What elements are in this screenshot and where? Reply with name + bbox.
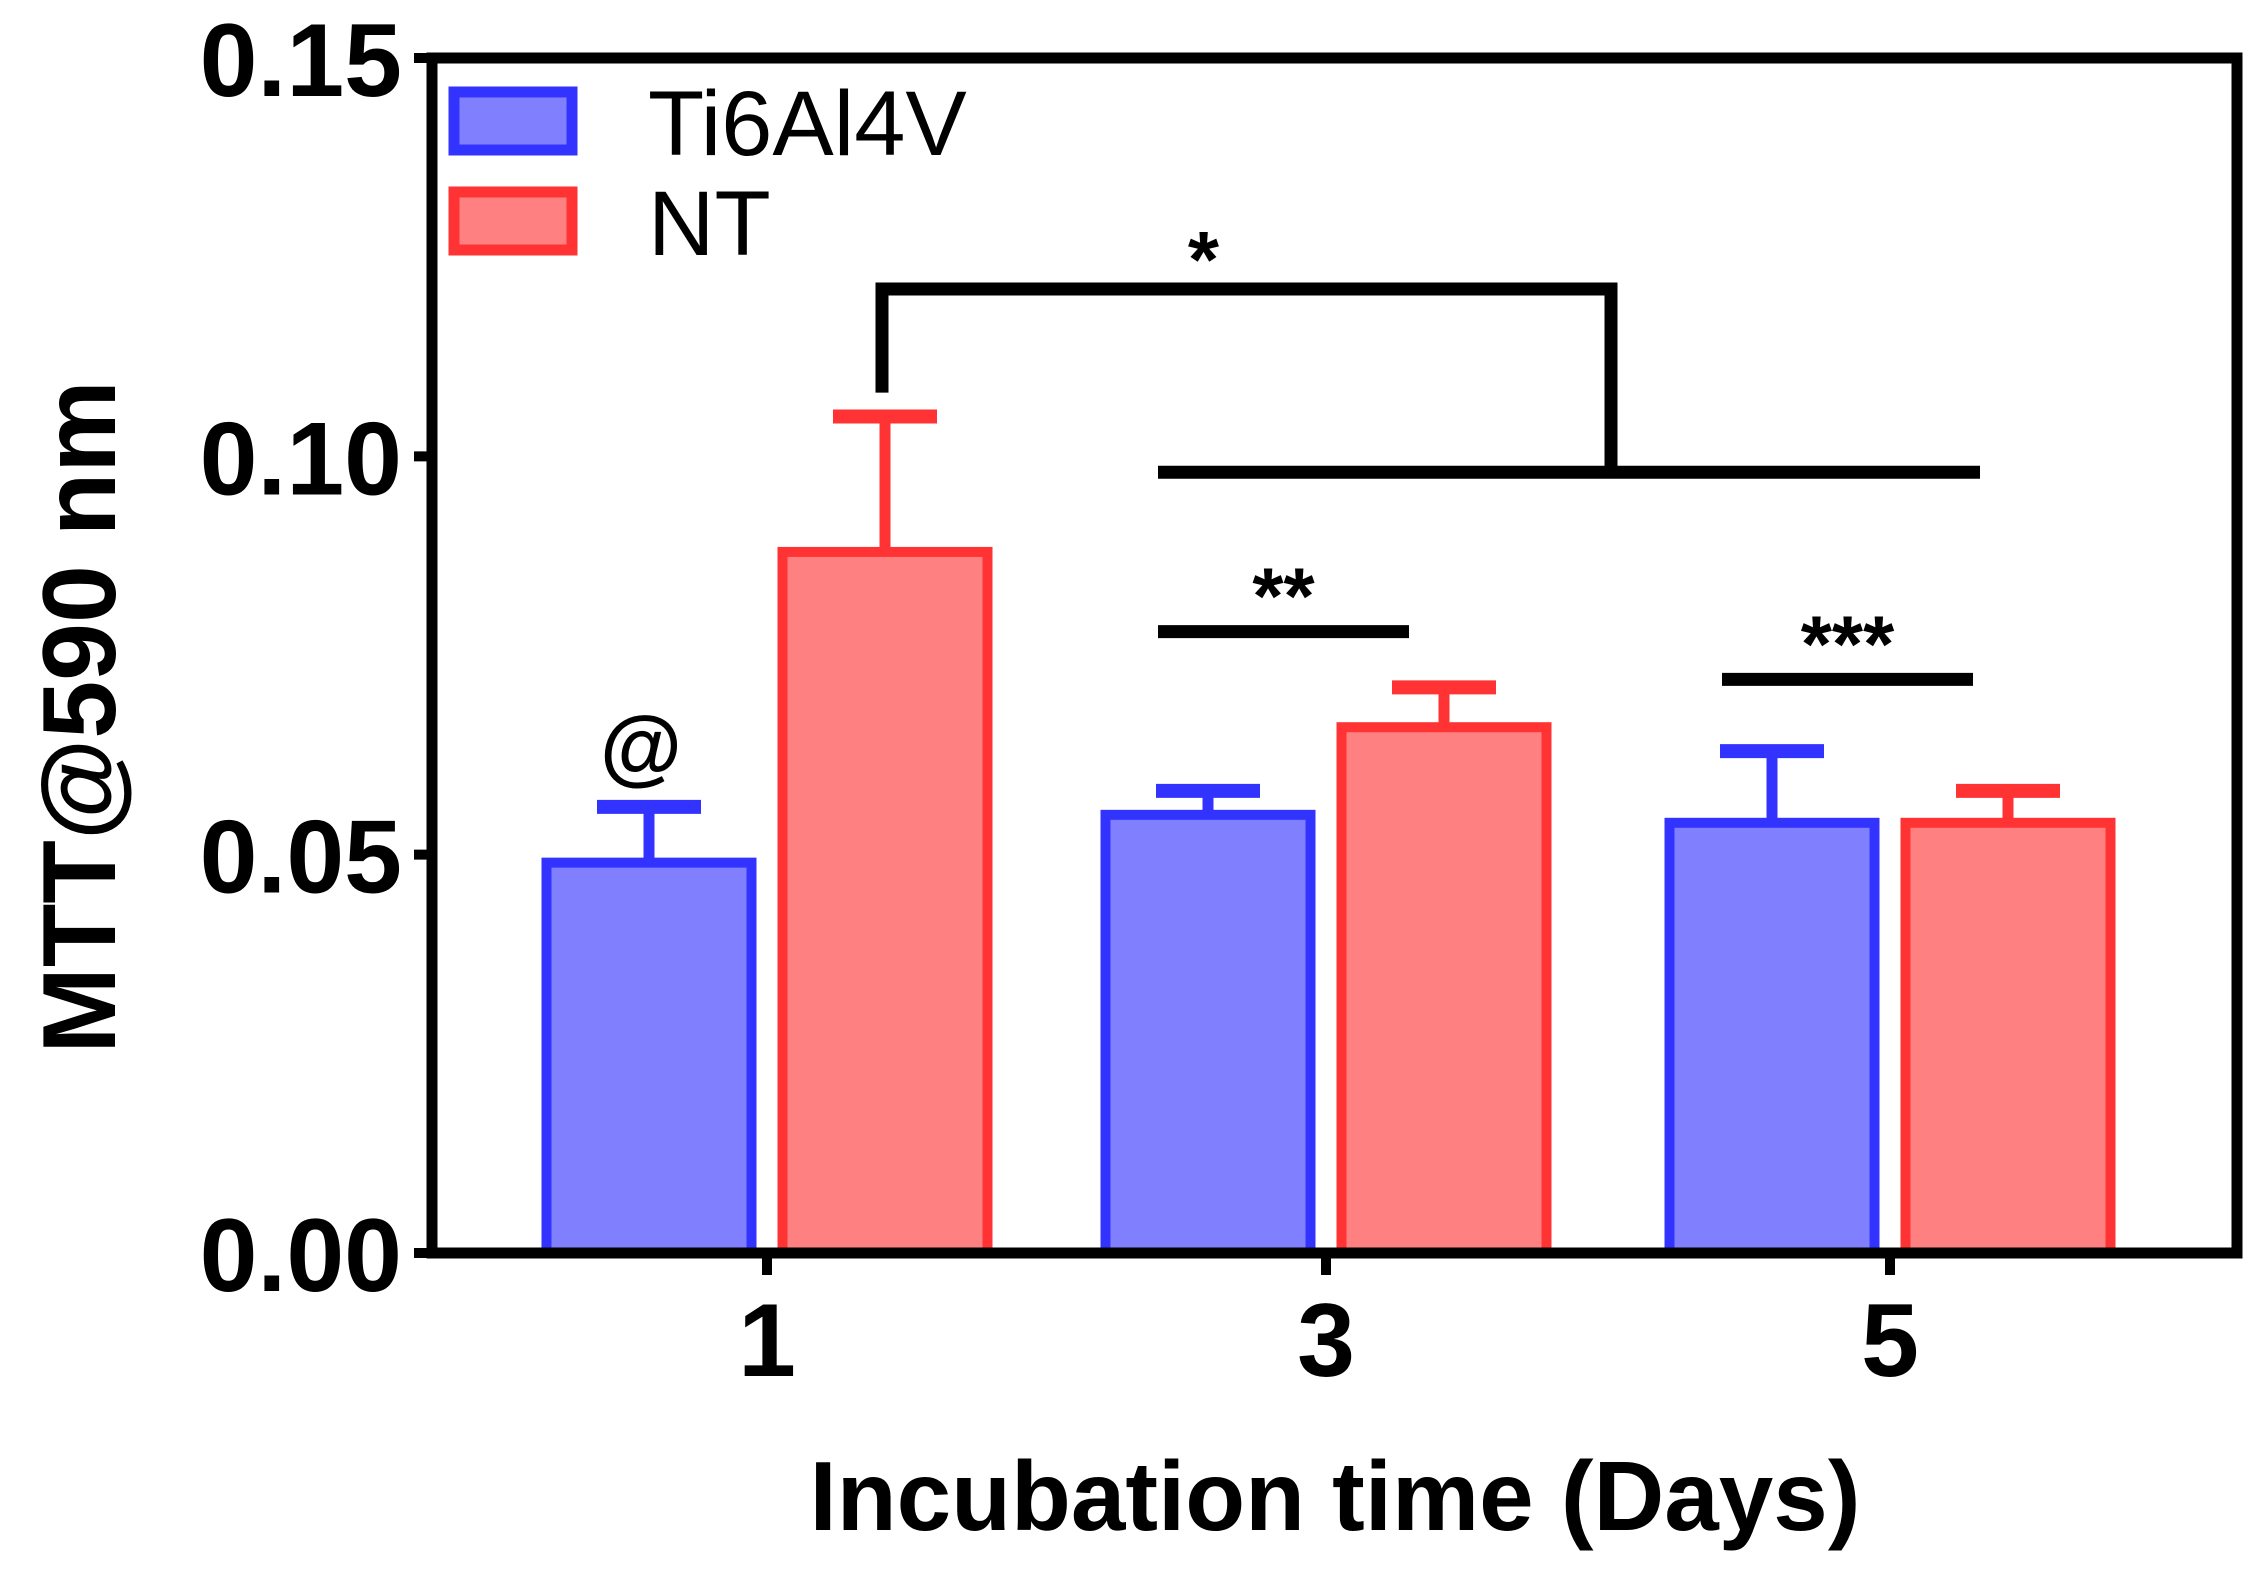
bar-Ti6Al4V-5 xyxy=(1664,817,1880,1258)
y-axis-label: MTT@590 nm xyxy=(22,380,138,1054)
legend-swatch-NT xyxy=(448,186,578,256)
bar-NT-1 xyxy=(777,546,993,1258)
y-tick-label-1: 0.05 xyxy=(200,800,402,916)
bar-NT-5 xyxy=(1900,817,2116,1258)
bar-Ti6Al4V-3 xyxy=(1100,809,1316,1258)
annotation-at: @ xyxy=(600,699,682,793)
significance-stars-3: *** xyxy=(1801,599,1895,688)
legend-swatch-Ti6Al4V xyxy=(448,86,578,156)
y-tick-label-2: 0.10 xyxy=(200,401,402,517)
x-tick-label-1: 3 xyxy=(1297,1283,1355,1399)
bar-NT-3 xyxy=(1336,722,1552,1258)
y-axis: 0.00 0.05 0.10 0.15 xyxy=(200,3,432,1314)
y-tick-label-0: 0.00 xyxy=(200,1198,402,1314)
bars-layer xyxy=(541,409,2116,1259)
bar-Ti6Al4V-1 xyxy=(541,857,757,1259)
significance-bracket xyxy=(875,282,1618,473)
plot-frame xyxy=(426,52,2243,1259)
x-axis: 1 3 5 xyxy=(738,1253,1919,1399)
y-tick-label-3: 0.15 xyxy=(200,3,402,119)
legend-label-Ti6Al4V: Ti6Al4V xyxy=(648,73,967,175)
annotations-layer: @****** xyxy=(600,215,1980,793)
legend-label-NT: NT xyxy=(648,173,771,275)
x-tick-label-2: 5 xyxy=(1861,1283,1919,1399)
x-tick-label-0: 1 xyxy=(738,1283,796,1399)
significance-stars-2: ** xyxy=(1252,552,1315,641)
x-axis-label: Incubation time (Days) xyxy=(810,1441,1861,1551)
significance-star-1: * xyxy=(1188,215,1220,304)
